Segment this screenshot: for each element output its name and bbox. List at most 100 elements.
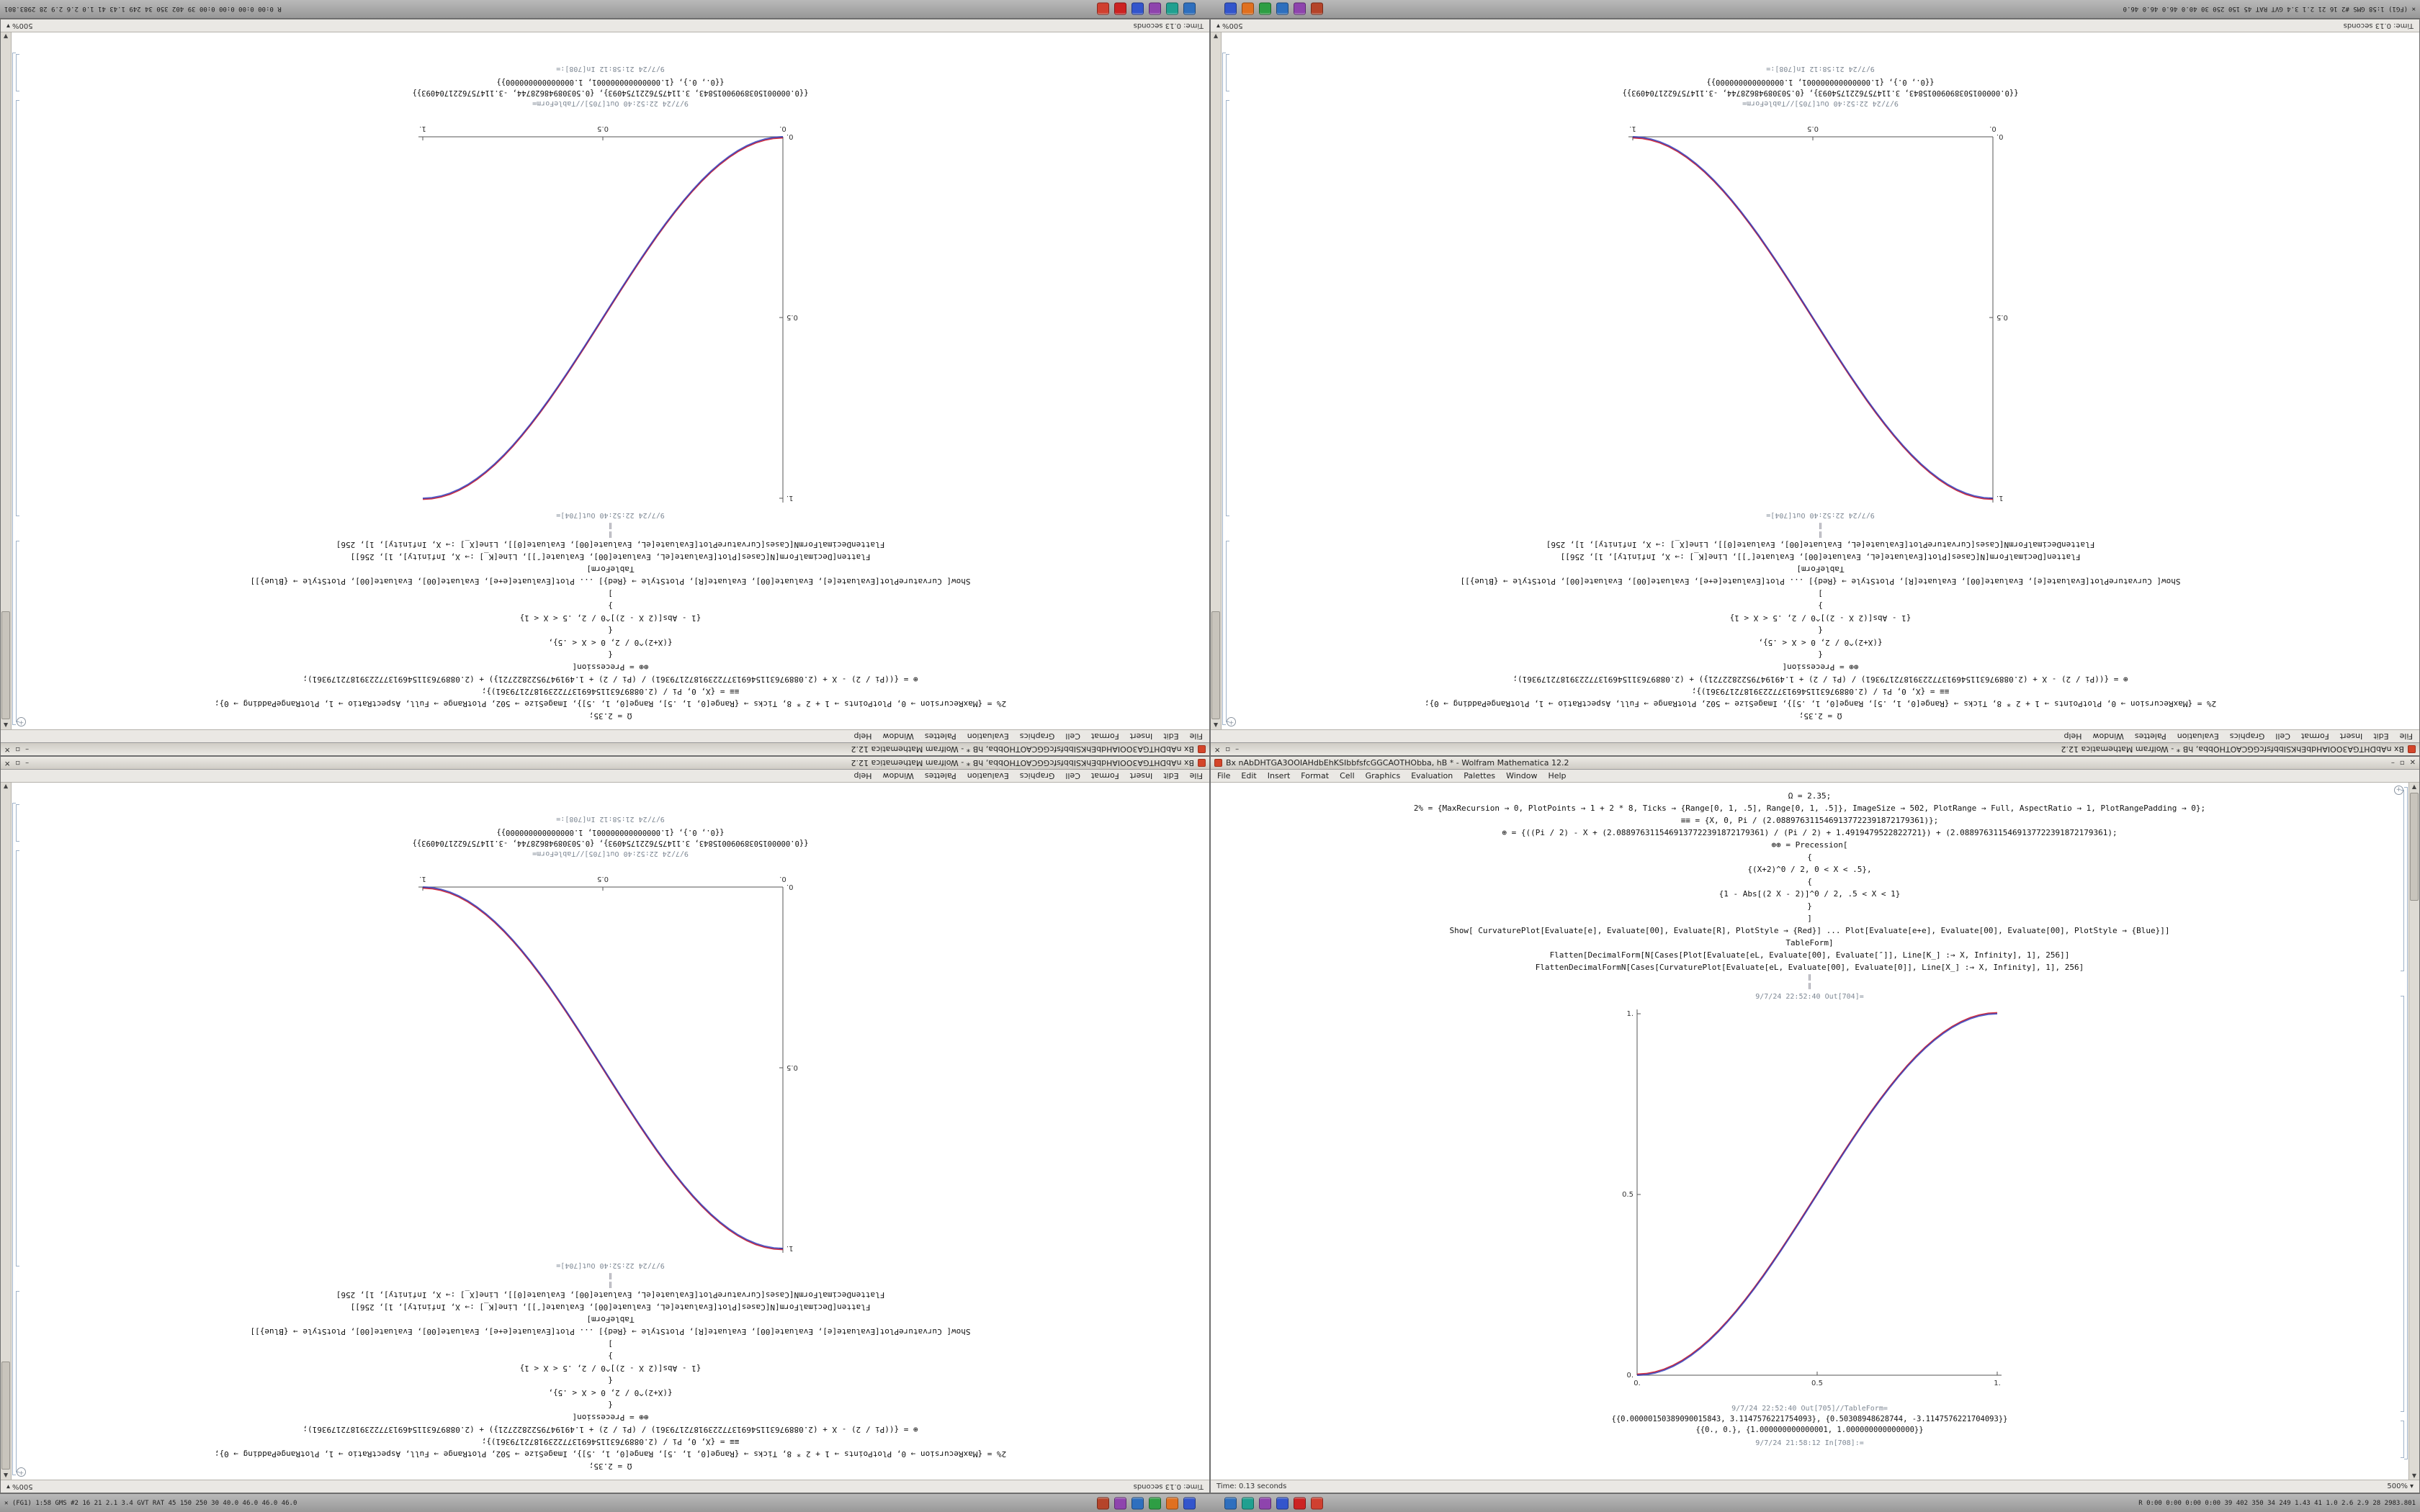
code-line[interactable]: { [608,626,613,635]
close-button[interactable]: ✕ [1214,745,1221,754]
zoom-caret-icon[interactable]: ▾ [6,22,11,30]
code-line[interactable]: } [1807,901,1812,911]
code-line[interactable]: ] [608,589,613,598]
zoom-level[interactable]: 500% [1222,22,1243,30]
scroll-down-arrow[interactable]: ▼ [1213,33,1219,40]
cell-bracket-code[interactable] [16,541,19,722]
tray-app-icon[interactable] [1097,3,1109,15]
tray-app-icon[interactable] [1131,1497,1144,1509]
code-line[interactable]: Flatten[DecimalForm[N[Cases[Plot[Evaluat… [350,552,871,562]
zoom-caret-icon[interactable]: ▾ [2409,1482,2414,1490]
code-line[interactable]: } [1818,601,1823,611]
cell-bracket-table[interactable] [2401,1421,2404,1458]
maximize-button[interactable]: ▫ [1225,745,1231,754]
window-titlebar[interactable]: Bx nAbDHTGA3OOIAHdbEhKSIbbfsfcGGCAOTHObb… [1,757,1209,770]
menu-item-graphics[interactable]: Graphics [1019,732,1055,741]
tray-app-icon[interactable] [1097,1497,1109,1509]
tray-app-icon[interactable] [1166,1497,1178,1509]
scroll-up-arrow[interactable]: ▲ [3,1472,9,1479]
code-line[interactable]: Flatten[DecimalForm[N[Cases[Plot[Evaluat… [1549,950,2070,960]
code-line[interactable]: ⊕⊕ = Precession[ [1771,840,1848,850]
code-line[interactable]: Show[ CurvaturePlot[Evaluate[e], Evaluat… [250,577,971,586]
zoom-level[interactable]: 500% [12,22,33,30]
scrollbar-thumb[interactable] [1,1362,10,1470]
tray-app-icon[interactable] [1242,3,1254,15]
window-titlebar[interactable]: Bx nAbDHTGA3OOIAHdbEhKSIbbfsfcGGCAOTHObb… [1211,742,2419,755]
tray-app-icon[interactable] [1114,3,1126,15]
code-line[interactable]: {(X+2)^0 / 2, 0 < X < .5}, [1758,638,1883,647]
menu-item-cell[interactable]: Cell [1340,771,1355,780]
tray-app-icon[interactable] [1149,3,1161,15]
tray-app-icon[interactable] [1149,1497,1161,1509]
code-line[interactable]: Show[ CurvaturePlot[Evaluate[e], Evaluat… [250,1327,971,1336]
menu-item-window[interactable]: Window [882,732,914,741]
code-line[interactable]: Ω = 2.35; [1798,711,1842,721]
scrollbar-thumb[interactable] [2410,793,2419,901]
code-line[interactable]: 2% = {MaxRecursion → 0, PlotPoints → 1 +… [214,699,1007,708]
menu-item-evaluation[interactable]: Evaluation [967,771,1009,780]
menu-item-evaluation[interactable]: Evaluation [967,732,1009,741]
code-line[interactable]: ≡≡ = {X, 0, Pi / (2.08897631154691377223… [1680,816,1939,825]
code-line[interactable]: {1 - Abs[(2 X - 2)]^0 / 2, .5 < X < 1} [1729,613,1912,623]
close-button[interactable]: ✕ [4,745,11,754]
menu-item-edit[interactable]: Edit [1241,771,1257,780]
code-line[interactable]: } [608,1351,613,1361]
code-line[interactable]: ⊕⊕ = Precession[ [572,662,649,672]
code-line[interactable]: 2% = {MaxRecursion → 0, PlotPoints → 1 +… [1424,699,2217,708]
tray-app-icon[interactable] [1276,3,1289,15]
vertical-scrollbar[interactable]: ▲ ▼ [2408,783,2419,1480]
cell-bracket-code[interactable] [16,1291,19,1472]
magnifier-icon[interactable]: + [1227,717,1236,726]
menu-item-help[interactable]: Help [853,771,872,780]
menu-item-graphics[interactable]: Graphics [1365,771,1401,780]
code-line[interactable]: {(X+2)^0 / 2, 0 < X < .5}, [548,1388,673,1398]
magnifier-icon[interactable]: + [17,717,26,726]
code-line[interactable]: { [1818,626,1823,635]
cell-bracket-plot[interactable] [16,100,19,516]
vertical-scrollbar[interactable]: ▲ ▼ [1,783,12,1480]
menu-item-format[interactable]: Format [1090,732,1119,741]
close-button[interactable]: ✕ [4,759,11,768]
scroll-up-arrow[interactable]: ▲ [1213,722,1219,729]
maximize-button[interactable]: ▫ [15,759,21,768]
code-line[interactable]: Show[ CurvaturePlot[Evaluate[e], Evaluat… [1460,577,2181,586]
menu-item-help[interactable]: Help [853,732,872,741]
tray-app-icon[interactable] [1183,1497,1196,1509]
code-line[interactable]: { [1807,877,1812,886]
menu-item-insert[interactable]: Insert [1129,732,1153,741]
code-line[interactable]: {1 - Abs[(2 X - 2)]^0 / 2, .5 < X < 1} [519,613,702,623]
menu-item-format[interactable]: Format [2300,732,2329,741]
cell-group-bracket[interactable] [2404,787,2408,1459]
menu-item-evaluation[interactable]: Evaluation [1411,771,1453,780]
minimize-button[interactable]: – [25,759,30,768]
menu-item-format[interactable]: Format [1090,771,1119,780]
minimize-button[interactable]: – [1235,745,1240,754]
cell-bracket-code[interactable] [1226,541,1229,722]
menu-item-help[interactable]: Help [2063,732,2082,741]
code-line[interactable]: FlattenDecimalFormN[Cases[CurvaturePlot[… [336,540,885,549]
close-button[interactable]: ✕ [2409,758,2416,767]
menu-item-cell[interactable]: Cell [2275,732,2290,741]
window-titlebar[interactable]: Bx nAbDHTGA3OOIAHdbEhKSIbbfsfcGGCAOTHObb… [1211,757,2419,770]
code-line[interactable]: TableForm] [586,1315,635,1324]
cell-bracket-plot[interactable] [16,850,19,1266]
code-line[interactable]: {(X+2)^0 / 2, 0 < X < .5}, [548,638,673,647]
minimize-button[interactable]: – [2390,758,2395,767]
code-line[interactable]: FlattenDecimalFormN[Cases[CurvaturePlot[… [1546,540,2095,549]
code-line[interactable]: } [608,601,613,611]
code-line[interactable]: 2% = {MaxRecursion → 0, PlotPoints → 1 +… [1413,804,2206,813]
menu-item-evaluation[interactable]: Evaluation [2177,732,2219,741]
menu-item-file[interactable]: File [2399,732,2413,741]
code-line[interactable]: { [1807,852,1812,862]
zoom-caret-icon[interactable]: ▾ [1216,22,1221,30]
scroll-down-arrow[interactable]: ▼ [3,783,9,790]
menu-item-cell[interactable]: Cell [1065,732,1080,741]
code-line[interactable]: ⊕ = {((Pi / 2) - X + (2.0889763115469137… [302,675,918,684]
tray-app-icon[interactable] [1294,3,1306,15]
code-line[interactable]: FlattenDecimalFormN[Cases[CurvaturePlot[… [336,1290,885,1300]
tray-app-icon[interactable] [1242,1497,1254,1509]
menu-item-palettes[interactable]: Palettes [1464,771,1496,780]
code-line[interactable]: ] [1807,914,1812,923]
vertical-scrollbar[interactable]: ▲ ▼ [1,32,12,729]
menu-item-format[interactable]: Format [1301,771,1330,780]
